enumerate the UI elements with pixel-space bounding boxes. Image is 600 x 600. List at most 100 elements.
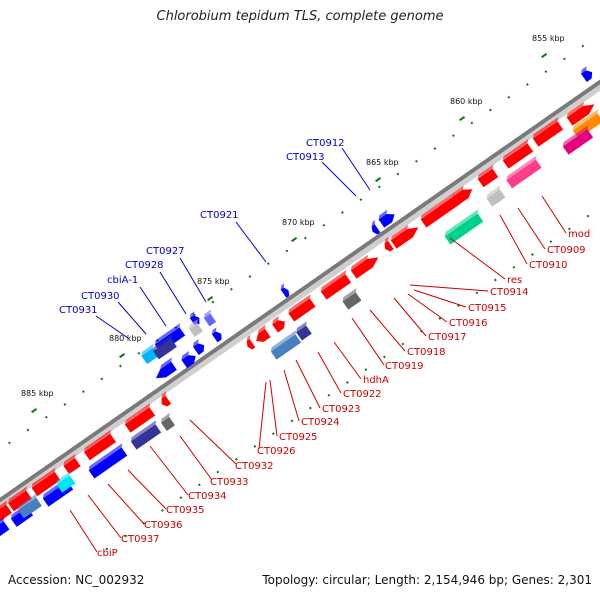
leader-line <box>413 289 467 308</box>
gene-label-ct0921[interactable]: CT0921 <box>200 210 239 221</box>
cog-feature <box>342 288 362 310</box>
forward-gene <box>452 185 473 205</box>
cog-feature <box>506 155 542 189</box>
gene-label-ct0927[interactable]: CT0927 <box>146 246 185 257</box>
gene-label-ct0931[interactable]: CT0931 <box>59 305 98 316</box>
leader-line <box>283 369 300 422</box>
gene-label-res[interactable]: res <box>507 275 522 286</box>
gene-label-ct0919[interactable]: CT0919 <box>385 361 424 372</box>
cog-feature <box>486 185 506 207</box>
accession-label: Accession: <box>8 573 72 587</box>
gene-label-ct0924[interactable]: CT0924 <box>301 417 340 428</box>
forward-gene <box>84 429 116 461</box>
gene-label-ct0934[interactable]: CT0934 <box>188 491 227 502</box>
gene-label-ct0936[interactable]: CT0936 <box>144 520 183 531</box>
gene-label-ct0933[interactable]: CT0933 <box>210 477 249 488</box>
gene-label-ct0913[interactable]: CT0913 <box>286 152 325 163</box>
cog-feature <box>130 420 162 450</box>
tick-dot <box>198 483 201 487</box>
leader-line <box>159 271 187 315</box>
gene-label-cbip[interactable]: cbiP <box>97 548 118 559</box>
leader-line <box>69 509 98 553</box>
accession-number: NC_002932 <box>75 573 145 587</box>
forward-gene <box>124 403 156 433</box>
forward-gene <box>384 236 394 252</box>
map-title: Chlorobium tepidum TLS, complete genome <box>156 9 444 24</box>
tick-dot <box>568 227 571 231</box>
forward-gene-labels[interactable]: mod CT0909 CT0910 res CT0914 CT0915 CT09… <box>97 229 590 559</box>
tick-dot <box>581 44 585 48</box>
tick-dot <box>563 57 566 61</box>
forward-gene <box>320 270 352 300</box>
gene-label-ct0937[interactable]: CT0937 <box>121 534 160 545</box>
leader-line <box>409 284 489 292</box>
cog-feature <box>270 330 302 360</box>
cog-feature <box>161 412 175 431</box>
tick-label-860: 860 kbp <box>450 97 483 106</box>
gene-label-ct0926[interactable]: CT0926 <box>257 446 296 457</box>
gene-label-hdha[interactable]: hdhA <box>363 375 389 386</box>
gene-label-ct0922[interactable]: CT0922 <box>343 389 382 400</box>
gene-label-ct0910[interactable]: CT0910 <box>529 260 568 271</box>
leader-line <box>107 483 145 525</box>
gene-label-ct0930[interactable]: CT0930 <box>81 291 120 302</box>
forward-strand-features[interactable] <box>0 98 597 526</box>
major-tick <box>541 53 548 59</box>
gene-label-cbia1[interactable]: cbiA-1 <box>107 275 138 286</box>
tick-dot <box>396 172 400 176</box>
tick-dot <box>253 445 257 448</box>
gene-label-ct0909[interactable]: CT0909 <box>547 245 586 256</box>
tick-dot <box>489 108 492 112</box>
gene-label-ct0915[interactable]: CT0915 <box>468 303 507 314</box>
gene-label-ct0916[interactable]: CT0916 <box>449 318 488 329</box>
tick-dot <box>211 300 215 304</box>
leader-line <box>127 469 167 510</box>
gene-label-ct0932[interactable]: CT0932 <box>235 461 274 472</box>
gene-label-ct0928[interactable]: CT0928 <box>125 260 164 271</box>
reverse-gene-labels[interactable]: CT0912 CT0913 CT0921 CT0927 CT0928 cbiA-… <box>59 138 345 316</box>
tick-dot <box>452 134 455 138</box>
gene-label-ct0923[interactable]: CT0923 <box>322 404 361 415</box>
leader-line <box>449 237 506 280</box>
gene-label-ct0917[interactable]: CT0917 <box>428 332 467 343</box>
cog-feature <box>18 493 42 519</box>
leader-line <box>117 301 147 335</box>
accession-info: Accession: NC_002932 <box>8 573 144 587</box>
gene-label-ct0918[interactable]: CT0918 <box>407 347 446 358</box>
tick-dot <box>26 428 30 432</box>
gene-label-ct0912[interactable]: CT0912 <box>306 138 345 149</box>
gene-label-mod[interactable]: mod <box>568 229 590 240</box>
tick-dot <box>285 249 289 253</box>
major-tick <box>291 237 298 243</box>
forward-gene <box>566 101 595 126</box>
reverse-gene <box>371 220 381 235</box>
leader-line <box>333 341 362 380</box>
tick-dot <box>364 368 368 372</box>
tick-dot <box>179 496 183 500</box>
tick-label-880: 880 kbp <box>109 334 142 343</box>
tick-dot <box>475 291 479 295</box>
tick-dot <box>531 253 534 256</box>
tick-dot <box>415 159 418 163</box>
tick-dot <box>118 364 122 368</box>
forward-gene <box>288 294 316 322</box>
gene-label-ct0925[interactable]: CT0925 <box>279 432 318 443</box>
tick-dot <box>230 287 233 291</box>
leader-line <box>95 315 129 339</box>
tick-dot <box>346 381 349 384</box>
tick-dot <box>378 185 381 189</box>
reverse-gene <box>280 283 290 298</box>
cog-feature <box>562 125 594 155</box>
tick-dot <box>216 470 220 474</box>
tick-dot <box>303 236 307 240</box>
tick-dot <box>322 223 326 227</box>
gene-label-ct0935[interactable]: CT0935 <box>166 505 205 516</box>
topology-info: Topology: circular; Length: 2,154,946 bp… <box>262 573 592 587</box>
tick-dot <box>137 351 141 355</box>
leader-line <box>407 293 448 323</box>
gene-label-ct0914[interactable]: CT0914 <box>490 287 529 298</box>
tick-dot <box>341 211 344 214</box>
cog-category-features[interactable] <box>16 109 600 519</box>
forward-gene <box>0 500 12 526</box>
